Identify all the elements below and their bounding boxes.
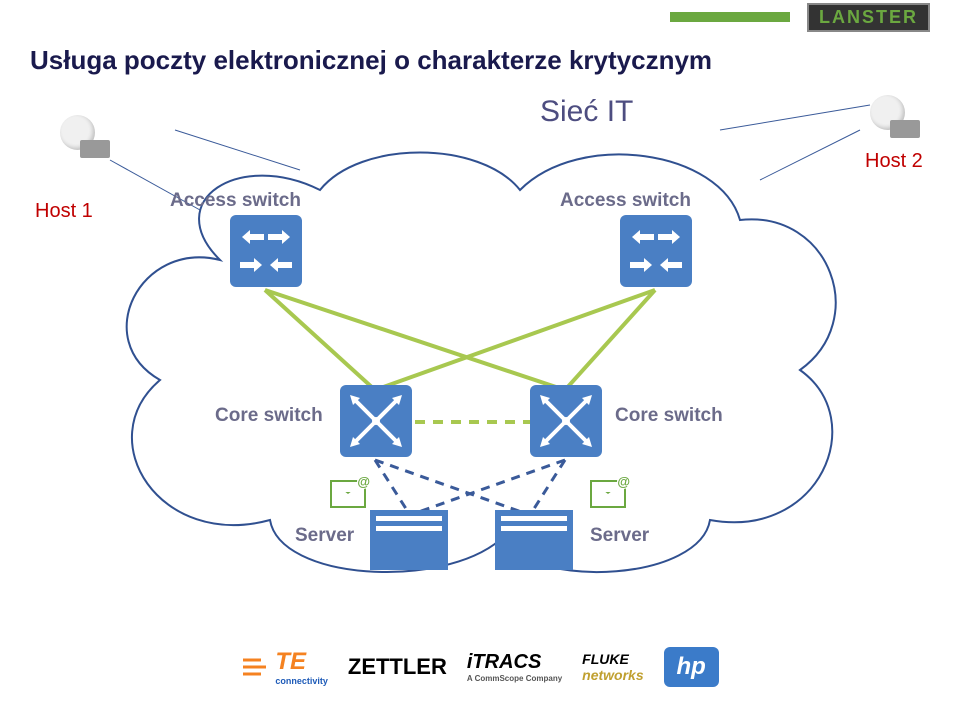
brand-logo-text: LANSTER <box>807 3 930 32</box>
footer-logos: TEconnectivity ZETTLER iTRACSA CommScope… <box>0 639 960 694</box>
mail-left-icon <box>330 480 366 508</box>
zettler-logo: ZETTLER <box>348 647 447 687</box>
server-right-icon <box>495 510 573 570</box>
server-left-label: Server <box>295 525 354 547</box>
network-title: Sieć IT <box>540 95 633 129</box>
hp-logo: hp <box>664 647 719 687</box>
host2-label: Host 2 <box>865 150 923 173</box>
core-switch-right-icon <box>530 385 602 457</box>
te-logo: TEconnectivity <box>241 647 328 687</box>
access-switch-right-label: Access switch <box>560 190 691 212</box>
server-right-label: Server <box>590 525 649 547</box>
access-switch-left-icon <box>230 215 302 287</box>
host1-label: Host 1 <box>35 200 93 223</box>
page-title: Usługa poczty elektronicznej o charakter… <box>30 45 712 76</box>
core-switch-left-icon <box>340 385 412 457</box>
itracs-logo: iTRACSA CommScope Company <box>467 647 562 687</box>
core-switch-left-label: Core switch <box>215 405 323 427</box>
server-left-icon <box>370 510 448 570</box>
fluke-logo: FLUKEnetworks <box>582 647 643 687</box>
brand-logo-top: LANSTER <box>680 2 930 32</box>
access-switch-left-label: Access switch <box>170 190 301 212</box>
mail-right-icon <box>590 480 626 508</box>
core-switch-right-label: Core switch <box>615 405 723 427</box>
access-switch-right-icon <box>620 215 692 287</box>
host2-figure <box>850 90 930 150</box>
